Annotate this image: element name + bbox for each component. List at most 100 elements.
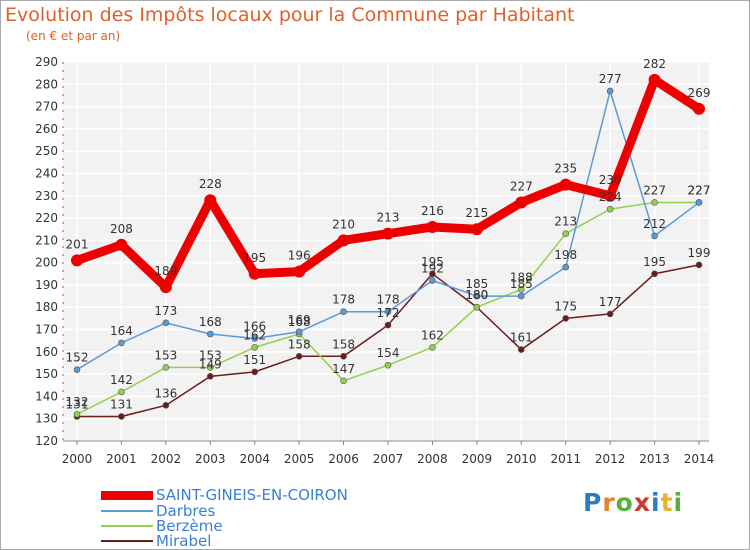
- y-tick-label: 260: [35, 122, 58, 136]
- legend-swatch: [101, 540, 153, 542]
- data-point: [515, 196, 528, 209]
- data-label: 147: [332, 362, 355, 376]
- x-tick-label: 2002: [151, 452, 182, 466]
- data-label: 152: [66, 351, 89, 365]
- x-tick-label: 2006: [328, 452, 359, 466]
- data-point: [251, 344, 259, 351]
- data-label: 213: [554, 215, 577, 229]
- data-label: 235: [554, 162, 577, 176]
- x-tick-label: 2008: [417, 452, 448, 466]
- data-label: 227: [643, 183, 666, 197]
- data-label: 131: [66, 397, 89, 411]
- y-tick-label: 270: [35, 100, 58, 114]
- data-label: 175: [554, 299, 577, 313]
- legend-label: Mirabel: [156, 532, 212, 550]
- y-tick-label: 170: [35, 323, 58, 337]
- data-label: 162: [421, 328, 444, 342]
- legend-item-darbres: Darbres: [101, 502, 401, 520]
- data-label: 210: [332, 217, 355, 231]
- data-point: [426, 220, 439, 233]
- logo-letter: o: [615, 488, 634, 517]
- legend-label: Darbres: [156, 502, 216, 520]
- data-label: 162: [243, 328, 266, 342]
- x-tick-label: 2005: [284, 452, 315, 466]
- data-point: [73, 410, 81, 418]
- data-point: [248, 267, 261, 280]
- logo-letter: P: [583, 488, 603, 517]
- data-label: 151: [243, 353, 266, 367]
- data-label: 158: [332, 337, 355, 351]
- logo-letter: i: [673, 488, 684, 517]
- data-point: [384, 308, 392, 315]
- y-tick-label: 210: [35, 233, 58, 247]
- data-point: [651, 232, 658, 240]
- data-point: [695, 261, 703, 269]
- data-labels: 201 208 189 228 195 196 210 213 216 215 227 235 230 2…: [66, 57, 711, 412]
- data-label: 166: [243, 319, 266, 333]
- data-point: [429, 270, 436, 278]
- data-point: [384, 361, 392, 369]
- data-label: 215: [465, 206, 488, 220]
- data-label: 132: [66, 395, 89, 409]
- data-label: 153: [199, 348, 222, 362]
- y-tick-label: 160: [35, 345, 58, 359]
- data-label: 178: [377, 293, 400, 307]
- data-label: 213: [377, 211, 400, 225]
- data-label: 195: [243, 251, 266, 265]
- data-label: 188: [510, 270, 533, 284]
- data-point: [693, 102, 705, 115]
- data-point: [562, 230, 570, 237]
- data-label: 208: [110, 222, 133, 236]
- data-label: 269: [688, 86, 711, 100]
- data-label: 158: [288, 337, 311, 351]
- data-point: [162, 319, 170, 327]
- data-label: 178: [332, 293, 355, 307]
- legend-label: SAINT-GINEIS-EN-COIRON: [156, 486, 348, 504]
- data-point: [562, 315, 570, 322]
- data-label: 212: [643, 217, 666, 231]
- y-tick-label: 140: [35, 389, 58, 403]
- data-point: [71, 254, 83, 267]
- data-point: [604, 189, 617, 202]
- data-label: 189: [154, 264, 177, 278]
- data-point: [340, 377, 347, 385]
- data-point: [295, 328, 303, 336]
- x-tick-label: 2011: [550, 452, 581, 466]
- y-tick-label: 250: [35, 144, 58, 158]
- data-label: 227: [510, 179, 533, 193]
- data-label: 173: [154, 304, 177, 318]
- data-point: [517, 346, 525, 353]
- data-label: 185: [510, 277, 533, 291]
- data-point: [559, 178, 572, 191]
- y-tick-label: 290: [35, 55, 58, 69]
- data-point: [337, 234, 350, 247]
- data-point: [293, 265, 306, 278]
- legend-swatch: [101, 525, 153, 527]
- data-point: [473, 292, 481, 300]
- data-point: [695, 199, 703, 206]
- y-tick-label: 150: [35, 367, 58, 381]
- x-tick-label: 2001: [106, 452, 137, 466]
- y-tick-label: 230: [35, 189, 58, 203]
- data-point: [118, 388, 125, 396]
- data-label: 198: [554, 248, 577, 262]
- y-tick-label: 190: [35, 278, 58, 292]
- logo-letter: t: [660, 488, 674, 517]
- data-label: 227: [688, 183, 711, 197]
- data-point: [517, 292, 525, 300]
- data-point: [429, 344, 436, 351]
- data-point: [73, 366, 81, 373]
- y-tick-label: 130: [35, 412, 58, 426]
- x-tick-label: 2004: [239, 452, 270, 466]
- data-label: 199: [688, 246, 711, 260]
- data-point: [651, 199, 658, 206]
- data-label: 227: [688, 183, 711, 197]
- data-label: 180: [465, 288, 488, 302]
- data-point: [295, 352, 303, 360]
- data-point: [606, 205, 614, 213]
- y-tick-label: 120: [35, 434, 58, 448]
- data-point: [648, 73, 661, 86]
- data-point: [162, 364, 170, 371]
- logo-letter: x: [633, 488, 651, 517]
- logo-letter: i: [651, 488, 661, 517]
